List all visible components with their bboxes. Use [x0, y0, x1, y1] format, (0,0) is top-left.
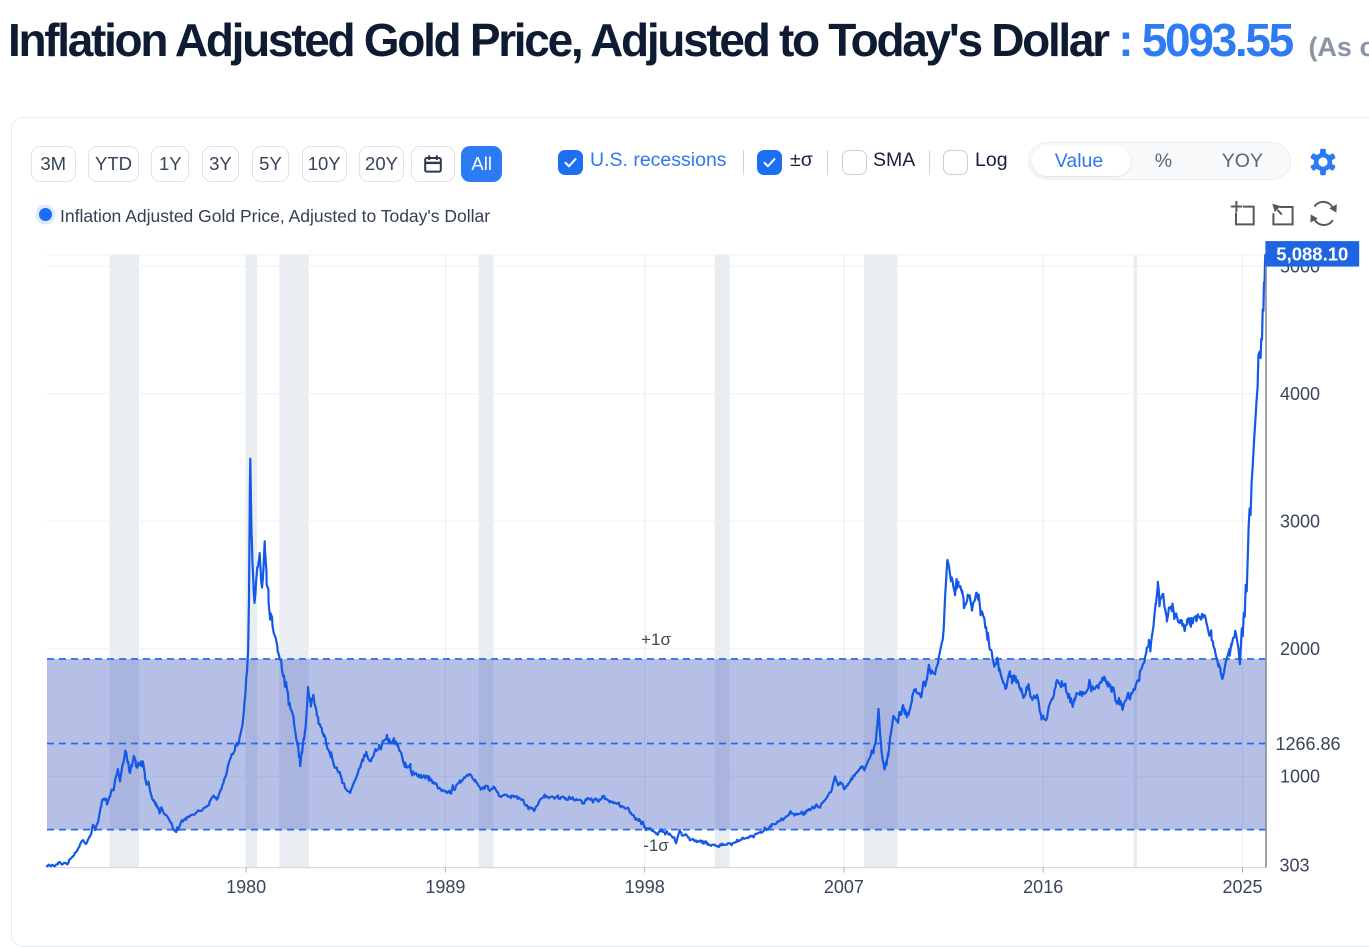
svg-text:-1σ: -1σ	[643, 836, 669, 855]
svg-text:5,088.10: 5,088.10	[1276, 243, 1348, 264]
svg-text:4000: 4000	[1280, 384, 1320, 404]
svg-text:2025: 2025	[1222, 877, 1262, 897]
svg-text:1989: 1989	[425, 877, 465, 897]
svg-text:3000: 3000	[1280, 512, 1320, 532]
svg-text:2007: 2007	[824, 877, 864, 897]
svg-text:2000: 2000	[1280, 639, 1320, 659]
svg-text:1266.86: 1266.86	[1276, 734, 1341, 754]
svg-text:+1σ: +1σ	[641, 630, 671, 649]
svg-text:303: 303	[1280, 856, 1310, 876]
svg-text:1998: 1998	[625, 877, 665, 897]
svg-text:1000: 1000	[1280, 767, 1320, 787]
svg-text:2016: 2016	[1023, 877, 1063, 897]
svg-text:1980: 1980	[226, 877, 266, 897]
